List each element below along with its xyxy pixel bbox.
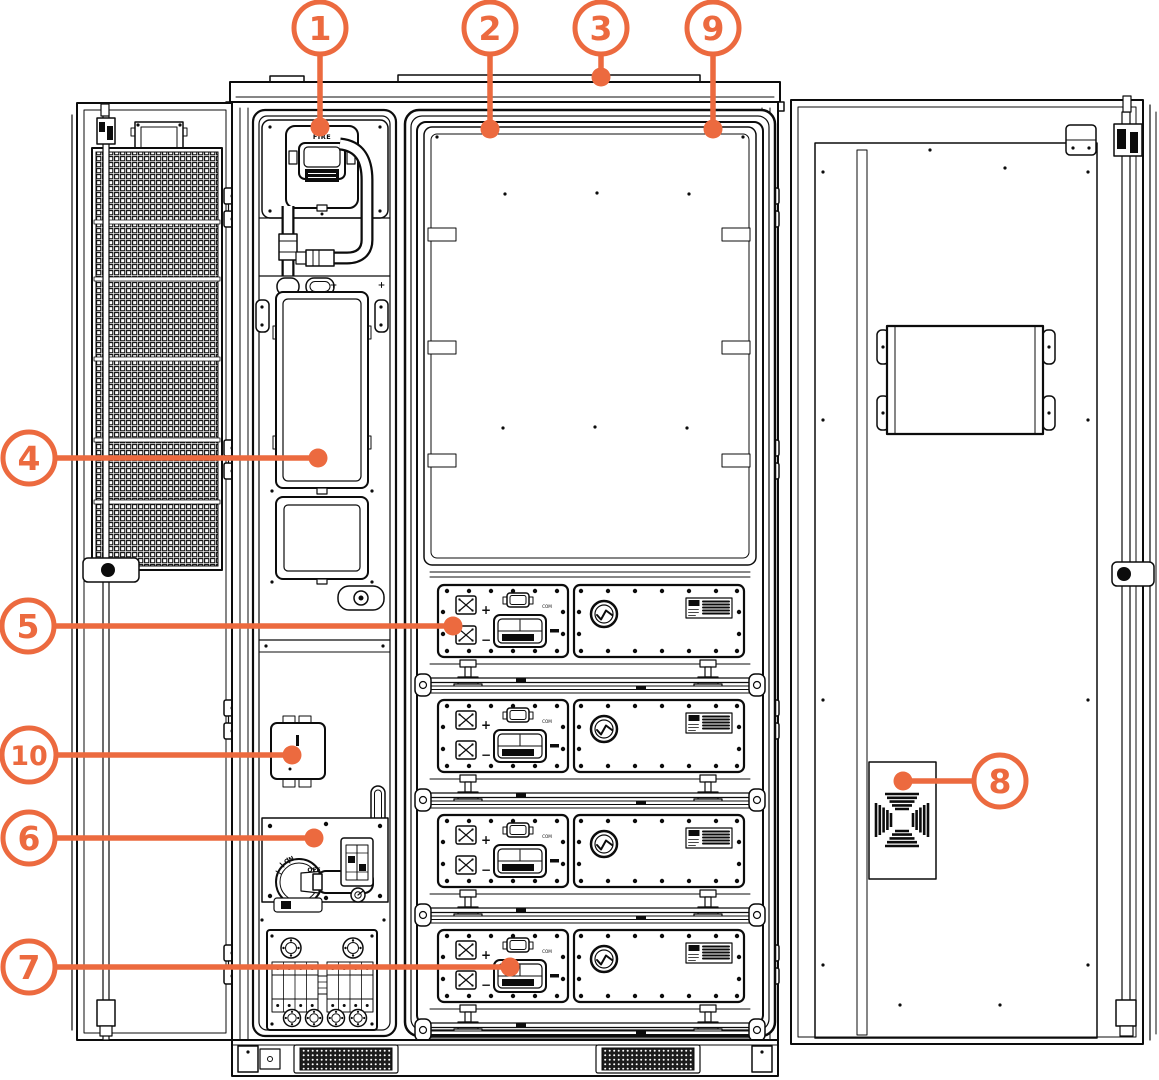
- callout-3: 3: [572, 0, 630, 87]
- base-vent-left: [293, 1044, 399, 1074]
- plus-label: +: [481, 833, 491, 847]
- com-label: COM: [542, 949, 552, 954]
- door-vent-grille: [91, 147, 223, 571]
- minus-label: −: [481, 863, 491, 877]
- callout-9: 9: [684, 0, 742, 139]
- fire-unit-label: FIRE: [313, 133, 331, 141]
- power-module-cover: [255, 291, 389, 495]
- door-handle-right: [1111, 561, 1155, 587]
- center-bay: + − COM + − COM + − COM + − COM: [403, 108, 777, 1042]
- door-handle: [82, 557, 140, 583]
- svg-text:7: 7: [18, 948, 41, 987]
- svg-text:6: 6: [18, 819, 41, 858]
- minus-label: −: [481, 748, 491, 762]
- switch-off-label: OFF: [307, 867, 320, 874]
- door-lock-rod-right: [1111, 95, 1155, 1037]
- fire-piping: [258, 137, 391, 296]
- callout-4: 4: [0, 429, 328, 487]
- battery-module-3: + − COM: [436, 813, 746, 889]
- svg-text:10: 10: [10, 741, 48, 772]
- right-door: [790, 95, 1157, 1045]
- plus-label: +: [481, 948, 491, 962]
- svg-text:8: 8: [989, 762, 1012, 801]
- callout-7: 7: [0, 938, 520, 996]
- com-label: COM: [542, 834, 552, 839]
- svg-text:9: 9: [702, 9, 725, 48]
- battery-module-2: + − COM: [436, 698, 746, 774]
- svg-text:4: 4: [18, 439, 41, 478]
- com-label: COM: [542, 719, 552, 724]
- svg-text:5: 5: [17, 607, 40, 646]
- battery-module-4: + − COM: [436, 928, 746, 1004]
- door-mounting-plate: [876, 324, 1056, 436]
- callout-10: 10: [0, 725, 302, 785]
- callout-5: 5: [0, 597, 463, 655]
- callout-2: 2: [461, 0, 519, 139]
- callout-6: 6: [0, 809, 324, 867]
- mini-breaker: [340, 837, 374, 887]
- base-vent-right: [595, 1044, 701, 1074]
- plus-label: +: [481, 718, 491, 732]
- blank-panel: [423, 126, 757, 566]
- svg-text:2: 2: [479, 9, 502, 48]
- left-door: [71, 102, 242, 1041]
- panel-latch: [337, 585, 385, 611]
- lock-cylinder: [350, 887, 366, 903]
- callout-8: 8: [893, 752, 1029, 810]
- callouts: 1 2 3 9 4 5: [0, 0, 1029, 996]
- callout-1: 1: [291, 0, 349, 137]
- terminal-panel: [260, 897, 386, 1031]
- door-lock-rod: [82, 103, 140, 1041]
- left-bay: FIRE: [251, 108, 398, 1038]
- door-top-bracket: [1065, 124, 1097, 156]
- com-label: COM: [542, 604, 552, 609]
- svg-text:3: 3: [590, 9, 613, 48]
- plus-label: +: [481, 603, 491, 617]
- lower-panel-cover: [270, 496, 385, 611]
- minus-label: −: [481, 633, 491, 647]
- cabinet-base: [231, 1039, 779, 1077]
- svg-text:1: 1: [309, 9, 332, 48]
- minus-label: −: [481, 978, 491, 992]
- switch-on-label: ON: [283, 855, 295, 866]
- breaker-group-right: [326, 961, 374, 1013]
- switch-panel: ON OFF: [261, 817, 389, 906]
- battery-module-1: + − COM: [436, 583, 746, 659]
